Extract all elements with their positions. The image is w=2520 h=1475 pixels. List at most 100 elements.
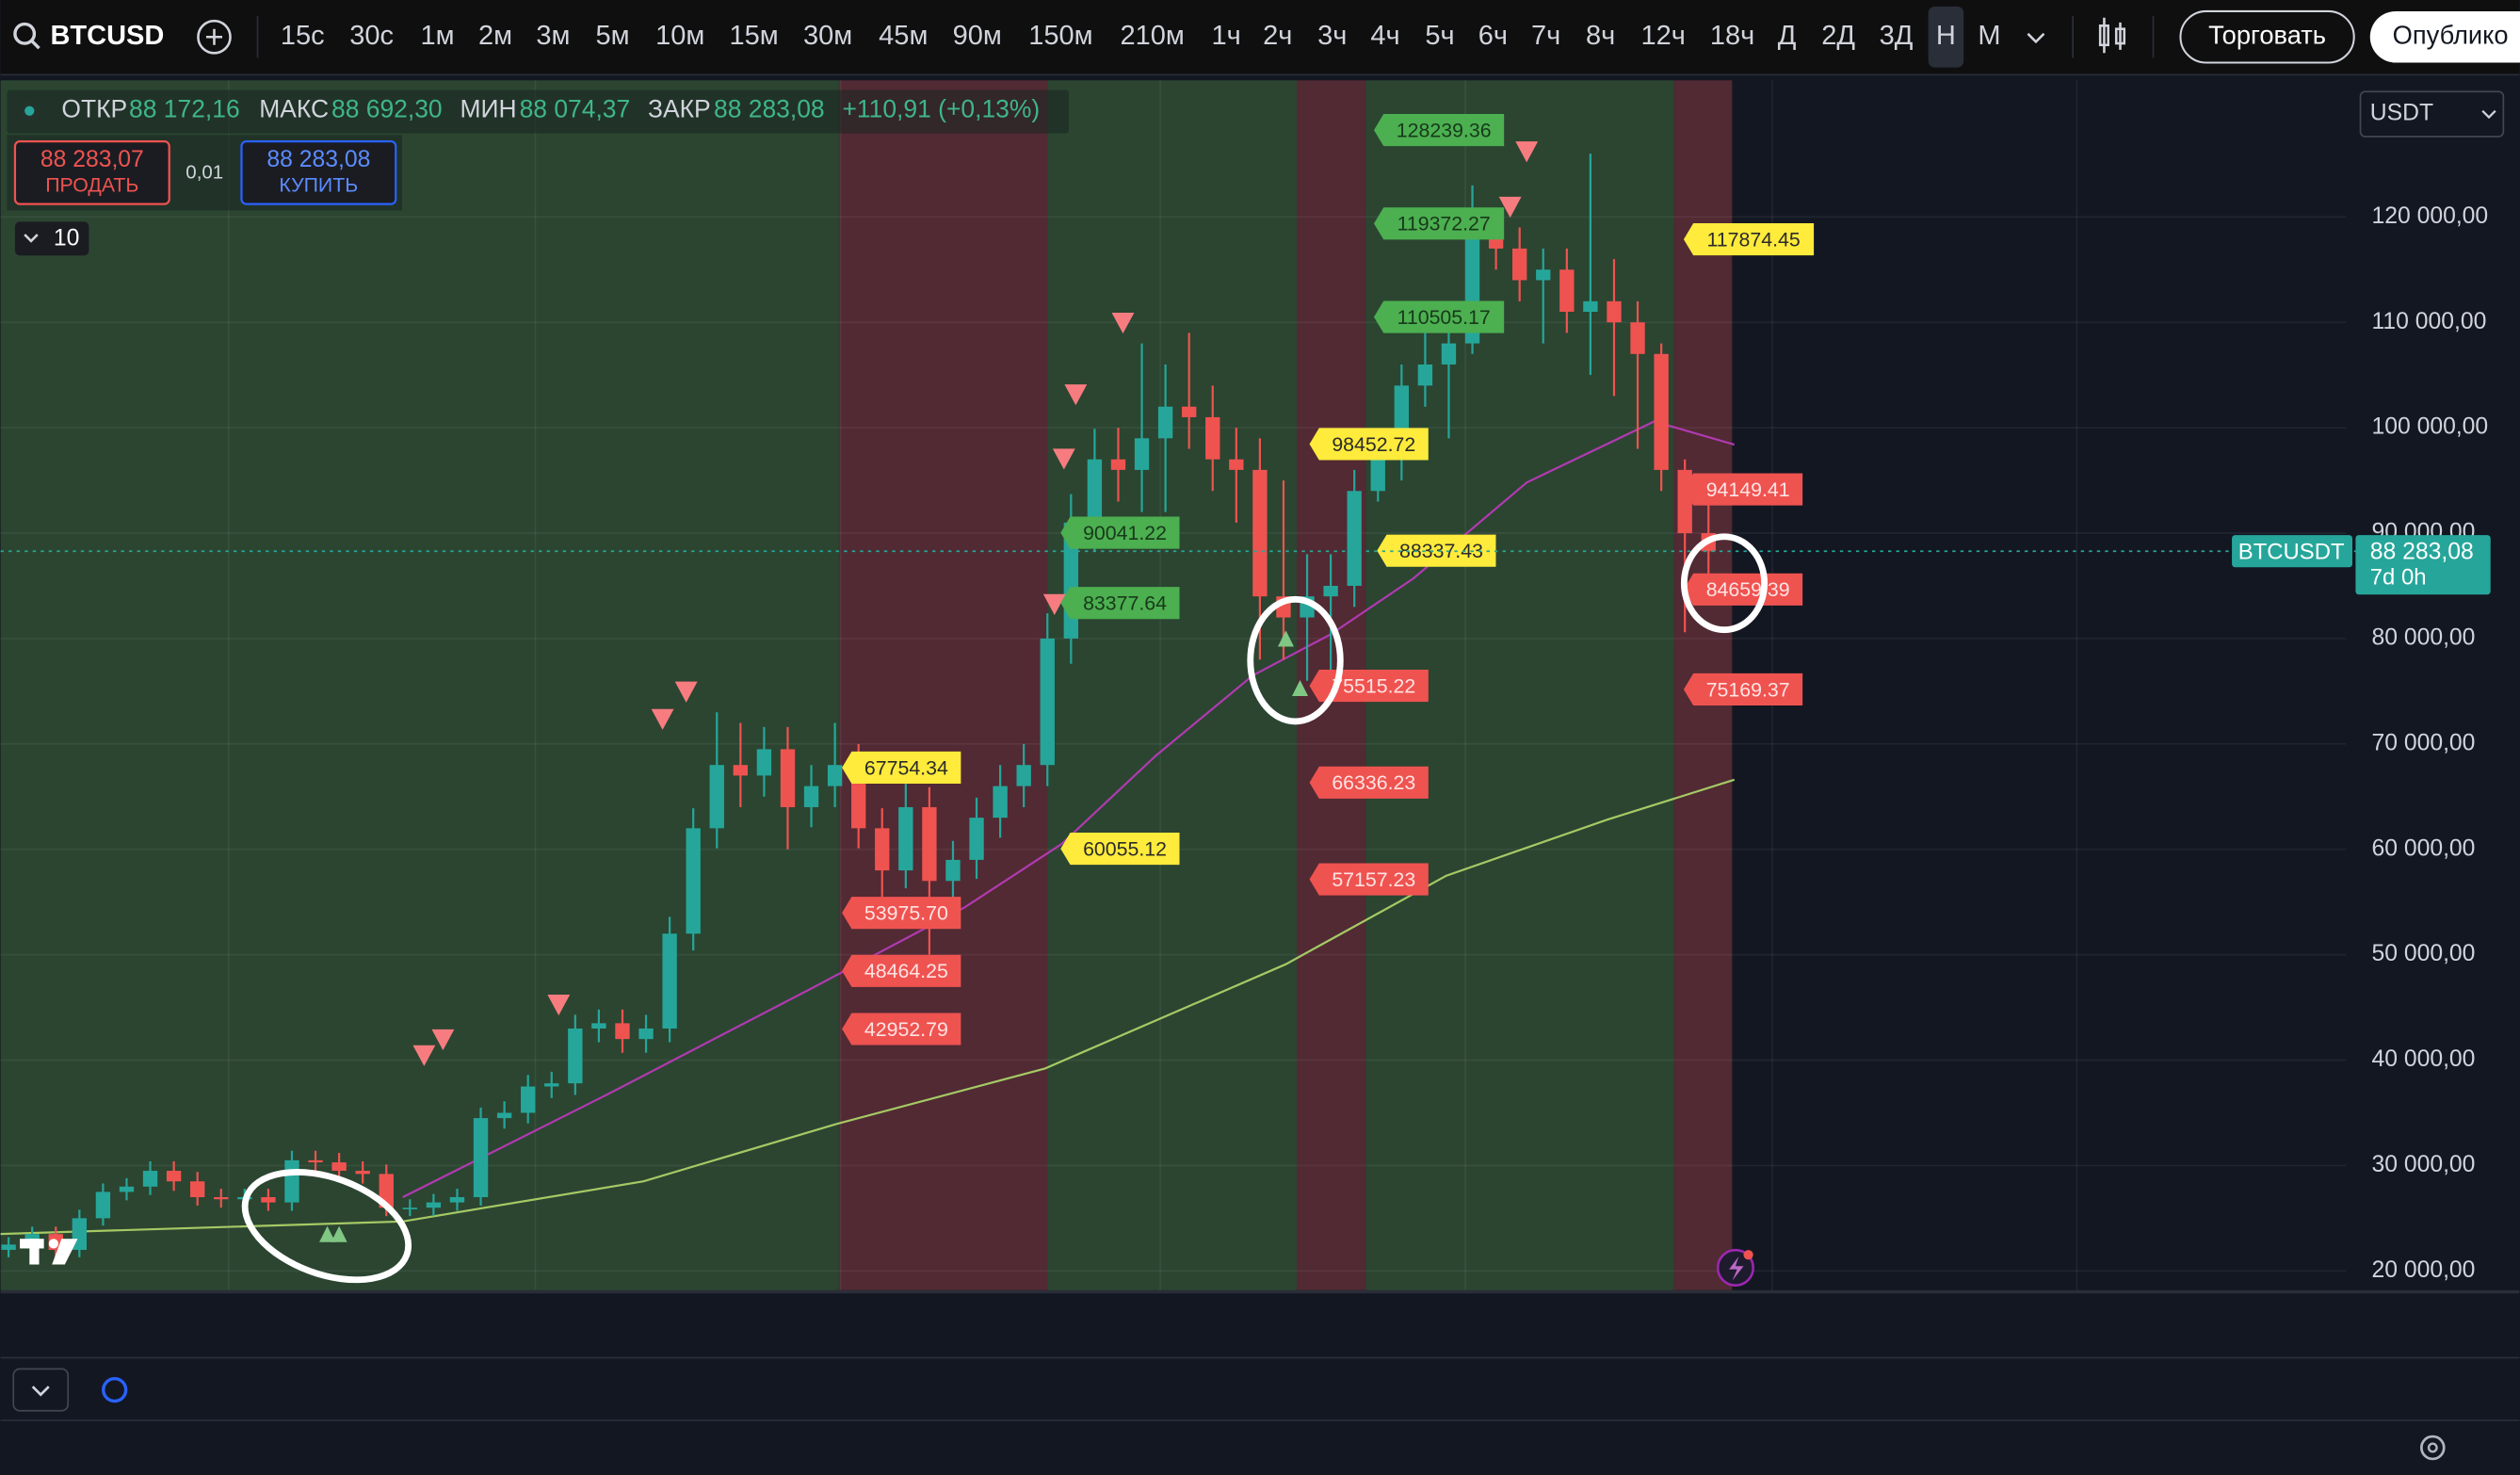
chevron-icon — [2481, 109, 2496, 120]
price-tag-label: 57157.23 — [1332, 868, 1415, 891]
sell-signal — [412, 1045, 436, 1066]
price-tag — [842, 897, 961, 930]
candle-body — [638, 1028, 654, 1040]
price-tag-label: 94149.41 — [1706, 478, 1790, 501]
interval[interactable]: 12ч — [1640, 21, 1685, 51]
chevron-icon — [31, 1386, 50, 1397]
candle-body — [1040, 638, 1055, 766]
interval[interactable]: 2Д — [1821, 21, 1855, 51]
y-tick-label: 80 000,00 — [2371, 624, 2475, 650]
interval[interactable]: 8ч — [1586, 21, 1615, 51]
candle-body — [473, 1118, 489, 1198]
buy-button[interactable] — [240, 140, 397, 205]
candle-body — [214, 1197, 229, 1200]
logo-part — [48, 1239, 58, 1249]
interval[interactable]: 150м — [1028, 21, 1092, 51]
sell-signal — [651, 708, 674, 730]
interval[interactable]: 2м — [478, 21, 512, 51]
settings-icon[interactable] — [2419, 1434, 2446, 1461]
interval[interactable]: 4ч — [1370, 21, 1399, 51]
legend-box — [7, 89, 1070, 134]
candle-body — [449, 1197, 465, 1203]
candle-body — [284, 1159, 299, 1203]
interval[interactable]: М — [1978, 21, 2000, 51]
candle-body — [1536, 269, 1551, 281]
sell-signal — [431, 1029, 455, 1051]
logo-part — [29, 1239, 40, 1265]
candle-body — [1347, 491, 1362, 586]
grid — [0, 80, 2347, 1290]
sell-button[interactable] — [13, 140, 170, 205]
candle-body — [308, 1159, 323, 1163]
more-intervals[interactable] — [2027, 32, 2045, 44]
interval[interactable]: 5м — [595, 21, 629, 51]
interval[interactable]: 10м — [655, 21, 704, 51]
candle-body — [686, 828, 701, 934]
price-tag — [1683, 223, 1815, 256]
interval[interactable]: 45м — [879, 21, 928, 51]
candle-body — [1182, 406, 1197, 417]
price-tag — [1373, 207, 1505, 240]
refresh-icon[interactable] — [102, 1376, 128, 1403]
interval[interactable]: Н — [1936, 21, 1956, 51]
price-tag-label: 67754.34 — [864, 756, 948, 779]
currency: USDT — [2370, 101, 2433, 126]
search-icon[interactable] — [13, 22, 37, 45]
trade-button[interactable] — [2179, 9, 2355, 64]
price-tag — [1309, 863, 1429, 896]
price-tag — [1373, 300, 1505, 333]
interval[interactable]: 15с — [281, 21, 325, 51]
sell-signal — [547, 994, 571, 1016]
candle-body — [591, 1023, 606, 1029]
interval[interactable]: 7ч — [1531, 21, 1560, 51]
interval[interactable]: 6ч — [1478, 21, 1508, 51]
last-price-label: 88 283,08 — [2370, 539, 2474, 564]
quantity: 10 — [54, 226, 80, 251]
interval[interactable]: 3ч — [1317, 21, 1347, 51]
add-symbol[interactable] — [197, 19, 232, 55]
interval[interactable]: 18ч — [1710, 21, 1754, 51]
price-tag — [1060, 516, 1180, 549]
moving-average — [402, 420, 1736, 1199]
candle-body — [780, 749, 796, 807]
price-tag-label: 119372.27 — [1397, 213, 1491, 235]
interval[interactable]: Д — [1778, 21, 1797, 51]
interval[interactable]: 3Д — [1880, 21, 1914, 51]
candle-body — [733, 765, 749, 776]
chart-type-icon[interactable] — [2098, 17, 2126, 54]
sell-signal — [1042, 593, 1066, 615]
logo — [20, 1239, 78, 1265]
candle-body — [1134, 438, 1150, 470]
candle-body — [142, 1171, 158, 1187]
interval[interactable]: 30с — [349, 21, 394, 51]
interval[interactable]: 2ч — [1263, 21, 1292, 51]
candle-body — [1654, 353, 1669, 470]
drawing-ellipse — [241, 1169, 412, 1284]
publish-button[interactable] — [2369, 10, 2520, 63]
buy-signal — [331, 1225, 347, 1242]
interval[interactable]: 3м — [536, 21, 570, 51]
price-tag — [842, 751, 961, 785]
symbol[interactable]: BTCUSD — [50, 21, 164, 51]
price-tag-label: 66336.23 — [1332, 771, 1415, 794]
candle-body — [166, 1171, 182, 1182]
sell-signal — [1052, 448, 1075, 470]
interval[interactable]: 5ч — [1425, 21, 1454, 51]
price-tag-label: 75169.37 — [1706, 678, 1790, 701]
candle-body — [331, 1162, 347, 1172]
interval[interactable]: 210м — [1121, 21, 1185, 51]
bands — [0, 80, 1733, 1290]
interval[interactable]: 15м — [730, 21, 779, 51]
quantity-box[interactable] — [14, 221, 89, 256]
candle-body — [1441, 343, 1457, 365]
collapse-button[interactable] — [12, 1368, 70, 1412]
price-tag — [1683, 473, 1803, 506]
interval[interactable]: 30м — [803, 21, 852, 51]
interval[interactable]: 1ч — [1212, 21, 1241, 51]
currency-select[interactable] — [2359, 90, 2505, 138]
interval[interactable]: 1м — [421, 21, 455, 51]
interval[interactable]: 90м — [953, 21, 1002, 51]
alert-dot — [1743, 1250, 1753, 1260]
candle-body — [1087, 459, 1103, 523]
symbol-tag-label: BTCUSDT — [2238, 539, 2345, 564]
